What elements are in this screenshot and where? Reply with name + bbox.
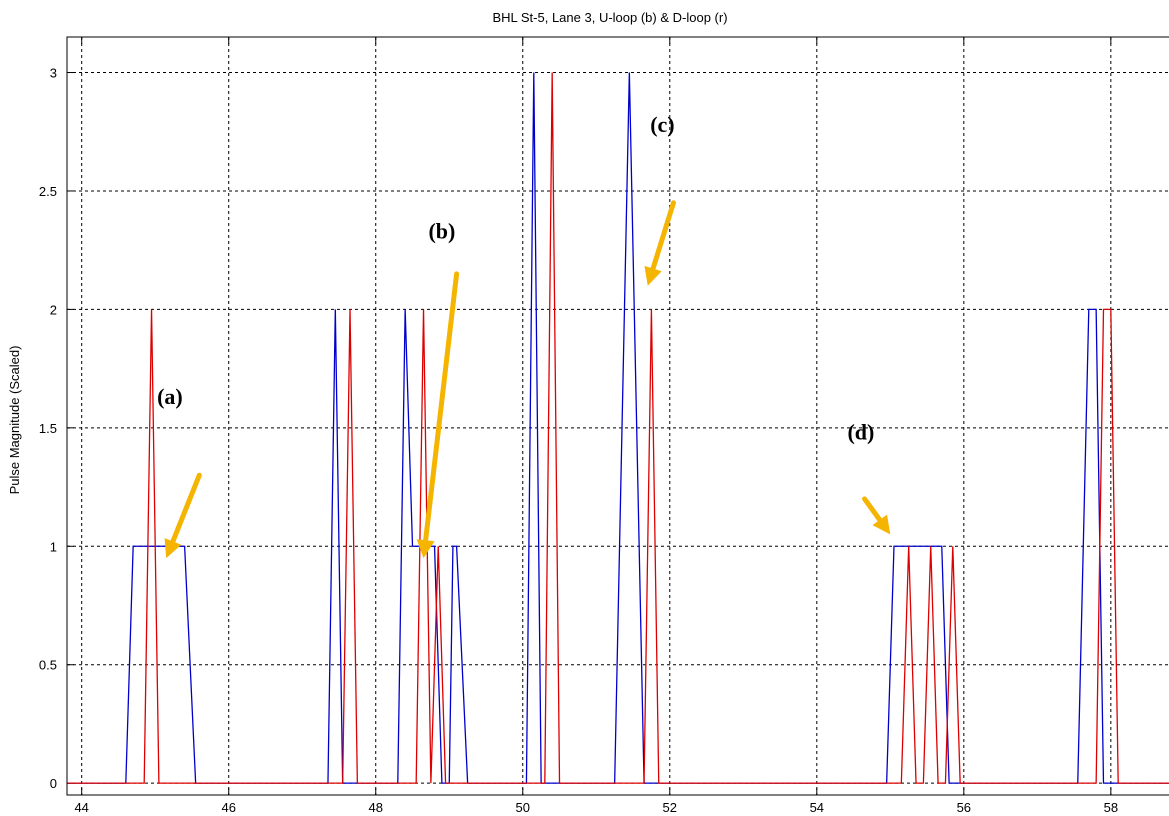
x-tick-label: 48 [369,800,383,815]
series-line-1 [67,72,1169,784]
x-tick-label: 44 [74,800,88,815]
grid [67,37,1169,795]
y-tick-label: 0 [50,776,57,791]
series-line-2 [67,72,1169,784]
tick-labels: 44 46 48 50 52 54 56 58 0 0.5 1 1.5 2 2.5 3 [39,66,1118,815]
x-tick-label: 50 [516,800,530,815]
y-tick-label: 3 [50,66,57,81]
x-tick-label: 46 [221,800,235,815]
x-tick-label: 58 [1104,800,1118,815]
annotation-arrow [164,472,202,559]
annotation-arrow [644,200,676,286]
y-tick-label: 1 [50,539,57,554]
y-tick-label: 2.5 [39,184,57,199]
annotation-label: (c) [650,112,674,137]
annotation-label: (a) [157,384,183,409]
chart-title: BHL St-5, Lane 3, U-loop (b) & D-loop (r… [492,10,727,25]
annotation-label: (b) [428,218,455,243]
plot-frame [66,36,1169,796]
x-tick-label: 54 [810,800,824,815]
y-tick-label: 0.5 [39,658,57,673]
annotation-arrow [416,271,460,559]
y-tick-label: 2 [50,302,57,317]
annotation-arrows [164,200,891,559]
annotation-label: (d) [847,420,874,445]
annotation-labels: (a) (b) (c) (d) [157,112,874,445]
x-tick-label: 56 [957,800,971,815]
x-tick-label: 52 [663,800,677,815]
series-lines [67,72,1169,784]
annotation-arrow [862,496,891,535]
y-axis-label: Pulse Magnitude (Scaled) [7,346,22,495]
y-tick-label: 1.5 [39,421,57,436]
